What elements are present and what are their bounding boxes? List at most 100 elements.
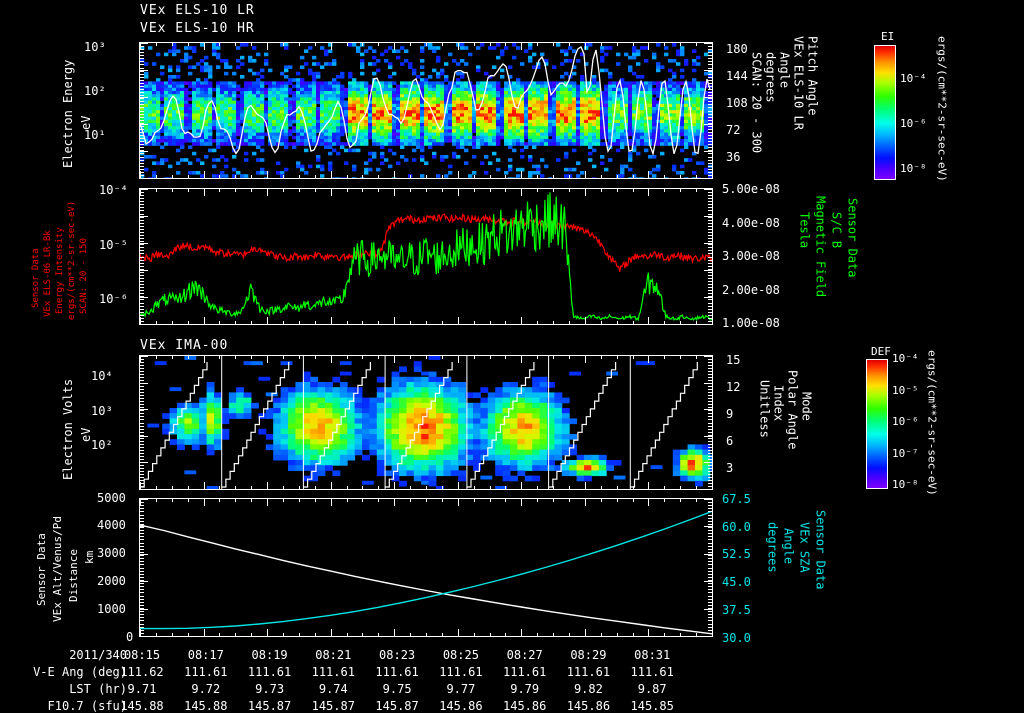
panel4-ytick-5: 0 (126, 630, 134, 644)
panel2-right-label-2: S/C B (829, 212, 844, 249)
panel3-right-label-2: Polar Angle (785, 370, 800, 450)
panel3-cbtick-2: 10⁻⁶ (892, 415, 919, 428)
axis-table-row-label: V-E Ang (deg) (33, 665, 127, 679)
panel1-rtick-4: 36 (726, 150, 741, 164)
panel2-left-label-1: Sensor Data (31, 248, 41, 308)
panel3-cbtick-0: 10⁻⁴ (892, 352, 919, 365)
axis-table-cell: 08:25 (442, 648, 479, 662)
panel2-line-plot[interactable] (139, 188, 713, 325)
panel2-ytick-1: 10⁻⁵ (99, 238, 128, 252)
panel1-right-label-1: Pitch Angle (805, 36, 820, 116)
axis-table-row-label: F10.7 (sfu) (47, 699, 127, 713)
panel2-right-label-1: Sensor Data (845, 198, 860, 278)
panel3-spectrogram[interactable] (139, 355, 713, 490)
axis-table-cell: 08:31 (634, 648, 671, 662)
panel2-rtick-2: 3.00e-08 (722, 249, 780, 263)
axis-table-cell: 9.77 (446, 682, 476, 696)
panel4-ytick-2: 3000 (97, 546, 126, 560)
axis-table-cell: 145.87 (247, 699, 292, 713)
axis-table-cell: 111.61 (503, 665, 547, 679)
panel1-rtick-2: 108 (726, 96, 748, 110)
panel1-right-label-2: VEx ELS-10 LR (791, 36, 806, 130)
axis-table-row-label: LST (hr) (69, 682, 127, 696)
axis-table-cell: 111.62 (120, 665, 164, 679)
panel3-cbtick-1: 10⁻⁵ (892, 384, 919, 397)
panel3-title: VEx IMA-00 (140, 338, 229, 353)
panel3-ytick-2: 10² (91, 438, 113, 452)
panel1-y-axis-units: eV (79, 115, 93, 130)
panel2-right-label-3: Magnetic Field (813, 196, 828, 298)
panel3-colorbar[interactable] (866, 359, 888, 489)
panel1-rtick-1: 144 (726, 69, 748, 83)
panel3-right-label-3: Index (771, 385, 786, 422)
panel3-ytick-0: 10⁴ (91, 369, 113, 383)
panel3-ytick-1: 10³ (91, 404, 113, 418)
panel1-rtick-0: 180 (726, 42, 748, 56)
axis-table-cell: 145.87 (375, 699, 419, 713)
panel1-cbtick-0: 10⁻⁴ (900, 72, 927, 85)
panel4-ytick-4: 1000 (97, 602, 126, 616)
panel1-cbtick-1: 10⁻⁶ (900, 117, 927, 130)
axis-table-cell: 9.79 (510, 682, 540, 696)
panel4-left-label-1: Sensor Data (35, 533, 48, 606)
axis-table-cell: 08:23 (379, 648, 416, 662)
panel4-right-label-4: degrees (765, 522, 780, 573)
panel2-right-label-4: Tesla (797, 212, 812, 249)
panel4-rtick-3: 45.0 (722, 575, 751, 589)
axis-table-row-label: 2011/340 (69, 648, 127, 662)
axis-table-cell: 111.61 (247, 665, 292, 679)
panel2-ytick-2: 10⁻⁶ (99, 292, 128, 306)
axis-table-cell: 145.86 (439, 699, 483, 713)
panel1-ytick-2: 10¹ (84, 128, 106, 142)
axis-table-cell: 111.61 (566, 665, 611, 679)
axis-table-cell: 111.61 (311, 665, 355, 679)
panel3-rtick-1: 12 (726, 380, 741, 394)
panel4-right-label-2: VEx SZA (797, 522, 812, 573)
panel4-line-plot[interactable] (139, 498, 713, 637)
axis-table-cell: 08:17 (187, 648, 224, 662)
panel1-ytick-1: 10² (84, 84, 106, 98)
panel1-right-label-4: degrees (763, 52, 778, 103)
axis-table-cell: 08:27 (506, 648, 543, 662)
panel4-ytick-3: 2000 (97, 574, 126, 588)
axis-table-cell: 9.87 (637, 682, 667, 696)
panel1-spectrogram[interactable] (139, 42, 713, 179)
panel3-rtick-4: 3 (726, 461, 734, 475)
panel3-rtick-2: 9 (726, 407, 734, 421)
panel3-cbtick-3: 10⁻⁷ (892, 447, 919, 460)
panel2-rtick-1: 4.00e-08 (722, 216, 780, 230)
panel1-cbtick-2: 10⁻⁸ (900, 162, 927, 175)
panel3-y-axis-label: Electron Volts (61, 378, 75, 480)
panel1-colorbar-title: EI (881, 30, 895, 43)
panel1-colorbar[interactable] (874, 45, 896, 180)
axis-table-cell: 145.85 (630, 699, 674, 713)
axis-table-cell: 145.86 (566, 699, 611, 713)
panel4-left-label-3: Distance (67, 549, 80, 602)
panel4-left-label-4: km (83, 550, 96, 564)
panel3-right-label-1: Mode (799, 392, 814, 421)
axis-table-cell: 111.61 (184, 665, 228, 679)
panel3-colorbar-units: ergs/(cm**2-sr-sec-eV) (925, 350, 939, 496)
axis-table-cell: 9.71 (127, 682, 157, 696)
panel3-right-label-4: Unitless (757, 380, 772, 438)
panel2-rtick-4: 1.00e-08 (722, 316, 780, 330)
axis-table-cell: 9.82 (573, 682, 603, 696)
axis-table-cell: 08:19 (251, 648, 288, 662)
axis-table-cell: 9.74 (318, 682, 348, 696)
axis-table-cell: 9.72 (191, 682, 221, 696)
panel4-rtick-2: 52.5 (722, 547, 751, 561)
axis-table-cell: 111.61 (630, 665, 674, 679)
panel4-right-label-1: Sensor Data (813, 510, 828, 590)
axis-table-cell: 145.88 (184, 699, 228, 713)
panel1-rtick-3: 72 (726, 123, 741, 137)
panel4-rtick-1: 60.0 (722, 520, 751, 534)
panel2-left-label-5: SCAN: 20 - 150 (79, 238, 89, 314)
panel4-left-label-2: VEx Alt/Venus/Pd (51, 516, 64, 622)
panel2-rtick-3: 2.00e-08 (722, 283, 780, 297)
panel4-rtick-5: 30.0 (722, 631, 751, 645)
panel1-colorbar-units: ergs/(cm**2-sr-sec-eV) (935, 36, 949, 182)
panel1-ytick-0: 10³ (84, 40, 106, 54)
panel1-y-axis-label: Electron Energy (61, 59, 75, 168)
panel4-ytick-1: 4000 (97, 518, 126, 532)
